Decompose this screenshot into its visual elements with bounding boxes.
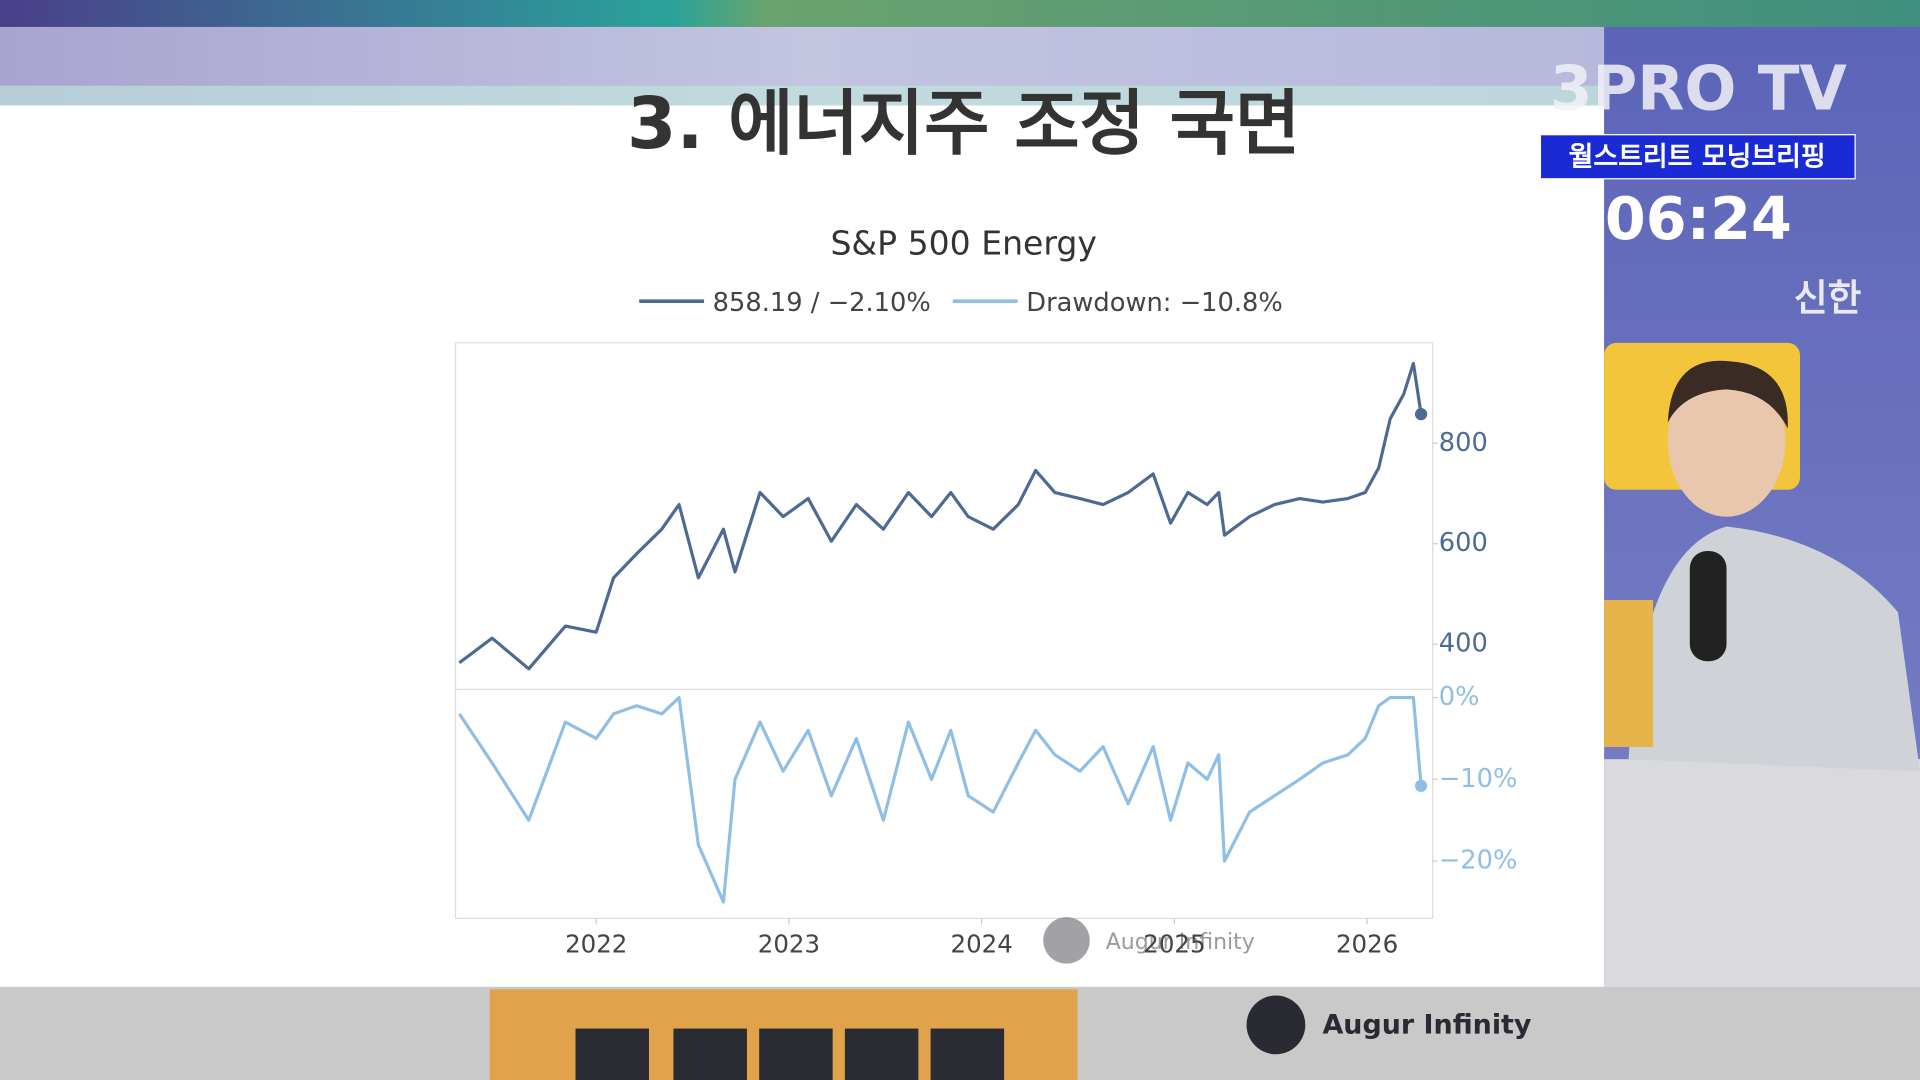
person-shape	[930, 1028, 1005, 1080]
legend-label: 858.19 / −2.10%	[713, 288, 931, 318]
x-tick-label: 2026	[1336, 929, 1398, 958]
x-tick-label: 2023	[758, 929, 820, 958]
microphone	[1689, 551, 1727, 662]
y-tick-label: 0%	[1439, 682, 1480, 712]
book	[1604, 600, 1654, 747]
person-shape	[844, 1028, 919, 1080]
series-line	[458, 695, 1423, 904]
x-tick-label: 2022	[565, 929, 627, 958]
end-point	[1414, 779, 1428, 793]
header-glow	[0, 85, 1605, 106]
y-tick-label: −20%	[1439, 846, 1518, 876]
watermark: Augur Infinity	[1106, 930, 1255, 955]
watermark-logo	[1043, 917, 1090, 964]
presenter	[1604, 342, 1920, 992]
y-tick-label: 800	[1439, 428, 1488, 458]
chart-title: S&P 500 Energy	[830, 223, 1096, 262]
y-tick-label: 600	[1439, 528, 1488, 558]
person-shape	[759, 1028, 833, 1080]
program-box	[1539, 134, 1856, 180]
legend-label: Drawdown: −10.8%	[1026, 288, 1283, 318]
end-point	[1414, 408, 1428, 421]
person-shape	[673, 1028, 747, 1080]
series-line	[458, 361, 1423, 671]
y-tick-label: 400	[1439, 629, 1488, 659]
x-tick-label: 2024	[951, 929, 1013, 958]
sponsor: 신한	[1794, 277, 1862, 320]
slide	[0, 105, 1605, 987]
program-name: 월스트리트 모닝브리핑	[1569, 141, 1826, 172]
channel-logo: 3PRO TV	[1550, 54, 1848, 125]
face	[1667, 364, 1786, 517]
person-shape	[575, 1028, 649, 1080]
hair	[1667, 360, 1788, 429]
slide-title: 3. 에너지주 조정 국면	[627, 82, 1300, 165]
footer-people	[575, 1028, 1005, 1080]
plot-frame	[454, 342, 1434, 919]
footer-logo: Augur Infinity	[1322, 1010, 1531, 1041]
footer-logo-icon	[1246, 995, 1306, 1055]
desk	[1604, 759, 1920, 992]
clock: 06:24	[1605, 184, 1792, 253]
x-tick-label: 2025	[1143, 929, 1205, 958]
y-tick-label: −10%	[1439, 764, 1518, 794]
top-bar	[0, 0, 1920, 27]
